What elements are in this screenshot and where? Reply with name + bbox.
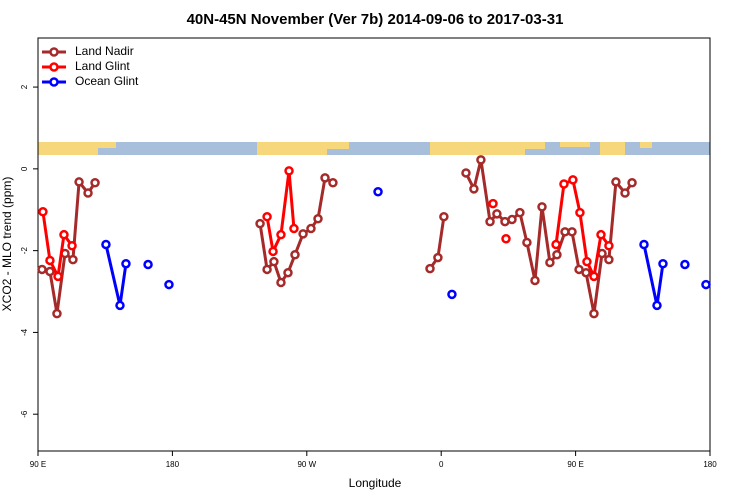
point (268, 246, 278, 257)
point (328, 178, 338, 188)
point (552, 249, 562, 260)
plot-frame (37, 37, 711, 452)
point (68, 254, 78, 265)
point (461, 168, 471, 178)
point (262, 211, 272, 222)
chart-title: 40N-45N November (Ver 7b) 2014-09-06 to … (187, 11, 564, 28)
point (289, 223, 299, 234)
point (284, 166, 294, 176)
x-tick-label: 90 E (567, 460, 583, 469)
point (38, 207, 48, 217)
point (164, 279, 174, 290)
point (701, 279, 711, 290)
point (596, 229, 606, 240)
point (568, 175, 578, 185)
point (501, 234, 511, 244)
point (447, 289, 457, 300)
point (545, 257, 555, 268)
x-tick-label: 180 (703, 460, 717, 469)
point (530, 275, 540, 286)
point (121, 258, 131, 269)
point (52, 308, 62, 319)
point (589, 271, 599, 282)
point (680, 259, 690, 270)
point (433, 252, 443, 263)
legend-label: Land Glint (75, 59, 130, 73)
point (559, 179, 569, 189)
point (320, 173, 330, 183)
point (313, 213, 323, 224)
point (507, 214, 517, 225)
point (522, 237, 532, 248)
point (492, 209, 502, 219)
x-tick-label: 90 E (30, 460, 46, 469)
y-tick-label: -6 (20, 410, 29, 418)
point (551, 239, 561, 250)
point (45, 255, 55, 266)
y-axis-label: XCO2 - MLO trend (ppm) (0, 177, 14, 312)
point (485, 216, 495, 227)
point (276, 277, 286, 288)
y-tick-label: 2 (20, 84, 29, 89)
point (658, 258, 668, 269)
point (581, 267, 591, 278)
legend-label: Land Nadir (75, 44, 134, 58)
point (575, 207, 585, 218)
point (59, 229, 69, 240)
point (262, 264, 272, 275)
x-tick-label: 90 W (297, 460, 316, 469)
legend-marker (49, 77, 59, 87)
point (620, 188, 630, 198)
point (425, 263, 435, 274)
y-tick-label: -4 (20, 328, 29, 336)
series-line (106, 245, 706, 306)
point (589, 308, 599, 319)
point (567, 227, 577, 237)
x-tick-label: 0 (439, 460, 444, 469)
point (604, 254, 614, 265)
point (537, 202, 547, 212)
point (476, 155, 486, 165)
legend-marker (49, 62, 59, 72)
point (67, 240, 77, 251)
point (276, 229, 286, 240)
point (306, 223, 316, 234)
x-tick-label: 180 (166, 460, 180, 469)
point (83, 188, 93, 198)
point (469, 184, 479, 194)
point (74, 177, 84, 187)
y-tick-label: 0 (20, 166, 29, 171)
point (101, 239, 111, 250)
point (627, 178, 637, 188)
point (582, 256, 592, 267)
point (53, 271, 63, 282)
point (269, 256, 279, 267)
point (45, 266, 55, 277)
point (298, 229, 308, 239)
point (115, 300, 125, 311)
point (488, 198, 498, 209)
map-strip (38, 142, 710, 155)
legend-label: Ocean Glint (75, 74, 139, 88)
point (652, 300, 662, 311)
point (611, 177, 621, 187)
legend-marker (49, 47, 59, 57)
point (439, 211, 449, 222)
point (283, 267, 293, 278)
point (604, 240, 614, 251)
point (515, 207, 525, 218)
point (255, 218, 265, 229)
y-tick-label: -2 (20, 247, 29, 255)
point (37, 264, 47, 275)
point (143, 259, 153, 270)
point (373, 187, 383, 197)
point (574, 264, 584, 275)
point (90, 178, 100, 188)
point (639, 239, 649, 250)
x-axis-label: Longitude (349, 476, 402, 490)
point (290, 249, 300, 260)
